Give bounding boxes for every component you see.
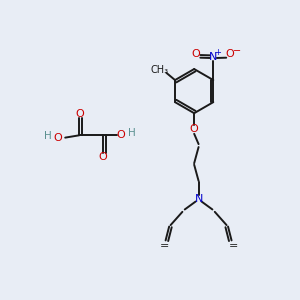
Text: =: = xyxy=(159,241,169,251)
Text: H: H xyxy=(128,128,136,138)
Text: H: H xyxy=(44,131,52,141)
Text: O: O xyxy=(98,152,107,162)
Text: O: O xyxy=(190,124,199,134)
Text: O: O xyxy=(117,130,125,140)
Text: O: O xyxy=(226,49,234,58)
Text: O: O xyxy=(191,49,200,58)
Text: N: N xyxy=(209,52,218,62)
Text: O: O xyxy=(54,133,62,143)
Text: −: − xyxy=(233,46,242,56)
Text: N: N xyxy=(194,194,203,204)
Text: =: = xyxy=(228,241,238,251)
Text: +: + xyxy=(214,48,221,57)
Text: O: O xyxy=(75,109,84,119)
Text: CH₃: CH₃ xyxy=(150,65,169,75)
